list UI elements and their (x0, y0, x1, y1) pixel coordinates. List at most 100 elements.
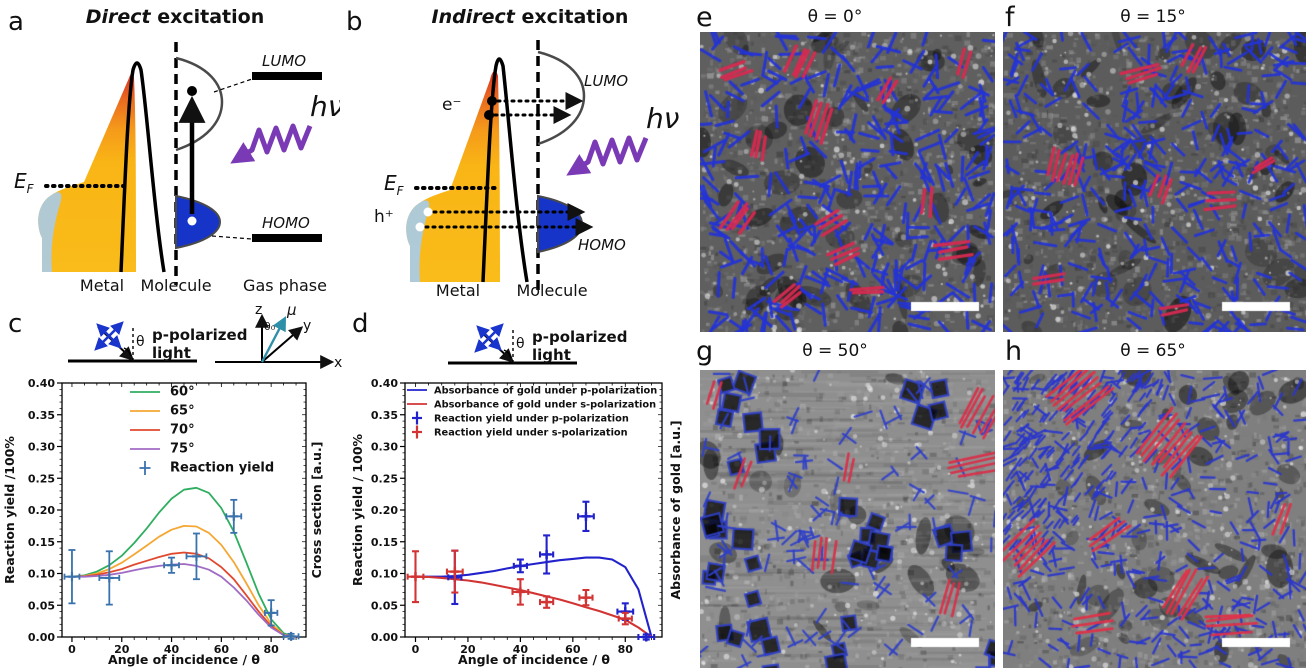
panel-f-letter: f (1005, 2, 1015, 33)
svg-text:0.40: 0.40 (371, 377, 398, 390)
barrier-curve (119, 61, 166, 273)
panel-e-title: θ = 0° (807, 7, 863, 27)
photon-squiggle (230, 123, 313, 164)
metal-electron-distribution (38, 73, 136, 272)
metal-sp-band (406, 200, 430, 282)
svg-text:0.20: 0.20 (371, 504, 398, 517)
incidence-geometry-diagram: θ p-polarized light (68, 321, 247, 363)
svg-text:0.30: 0.30 (28, 441, 55, 454)
polarization-arrows (94, 321, 124, 351)
x-axis-label: x (334, 355, 342, 371)
svg-text:0: 0 (412, 643, 420, 656)
svg-text:60°: 60° (170, 385, 195, 400)
svg-text:0.30: 0.30 (371, 441, 398, 454)
micrograph-theta-0 (700, 32, 995, 332)
svg-text:Angle of incidence / θ: Angle of incidence / θ (108, 652, 260, 667)
svg-text:70°: 70° (170, 423, 195, 438)
svg-text:75°: 75° (170, 442, 195, 457)
mu-label: μ (286, 301, 297, 319)
svg-text:Reaction yield: Reaction yield (170, 461, 274, 476)
metal-label: Metal (436, 281, 480, 300)
panel-c: c θ p-polarized light x z y μ θ₀ 0 20 4 (2, 301, 342, 667)
photon-label: hν (310, 90, 340, 123)
barrier-curve (481, 57, 529, 283)
panel-a-title: Direct excitation (86, 6, 265, 28)
molecule-label: Molecule (140, 276, 211, 295)
svg-text:Absorbance of gold [a.u.]: Absorbance of gold [a.u.] (668, 420, 683, 599)
panel-g-title: θ = 50° (802, 341, 868, 361)
lumo-label: LUMO (584, 72, 628, 90)
hole-dot (187, 216, 197, 226)
micrograph-theta-15 (1003, 32, 1306, 332)
svg-text:40: 40 (513, 643, 529, 656)
lumo-dos-curve (175, 56, 253, 152)
electron-dot (487, 96, 497, 106)
lumo-level-bar (252, 72, 322, 80)
y-axis-label: y (303, 318, 311, 334)
panel-b-title-rest: excitation (515, 6, 629, 28)
theta-label: θ (136, 334, 145, 350)
panel-f-title: θ = 15° (1120, 7, 1186, 27)
lumo-label: LUMO (262, 52, 306, 70)
svg-text:Absorbance of gold under s-pol: Absorbance of gold under s-polarization (434, 400, 656, 411)
panel-b-title: Indirect excitation (432, 6, 629, 28)
incidence-geometry-diagram: θ p-polarized light (448, 323, 627, 365)
electron-dot (484, 110, 494, 120)
panel-d-letter: d (352, 309, 369, 339)
micrograph-theta-65 (1003, 370, 1306, 668)
homo-label: HOMO (578, 236, 626, 254)
panel-g-letter: g (696, 336, 714, 367)
fermi-symbol: E (14, 169, 27, 193)
panel-b-letter: b (346, 7, 363, 37)
svg-text:0.15: 0.15 (28, 536, 55, 549)
svg-text:0.15: 0.15 (371, 536, 398, 549)
svg-text:60: 60 (565, 643, 581, 656)
fermi-symbol: E (384, 171, 397, 195)
svg-text:60: 60 (214, 643, 230, 656)
svg-text:20: 20 (114, 643, 130, 656)
homo-label: HOMO (262, 214, 310, 232)
svg-text:0.25: 0.25 (28, 472, 55, 485)
excitation-arrow (178, 86, 206, 226)
micrograph-theta-50 (700, 370, 995, 668)
fermi-level: EF (14, 169, 132, 196)
theta-label: θ (516, 336, 525, 352)
svg-text:0.00: 0.00 (371, 631, 398, 644)
svg-text:20: 20 (460, 643, 476, 656)
electron-label: e⁻ (442, 95, 461, 115)
svg-text:0: 0 (68, 643, 76, 656)
svg-text:EF: EF (14, 169, 35, 196)
panel-a: a Direct excitation LUMO HOMO hν (8, 6, 340, 295)
metal-sp-band (38, 192, 62, 272)
svg-text:0.00: 0.00 (28, 631, 55, 644)
photon-label: hν (646, 102, 679, 135)
panel-a-title-rest: excitation (151, 6, 265, 28)
svg-text:0.05: 0.05 (371, 599, 398, 612)
fermi-subscript: F (397, 184, 405, 198)
homo-level-bar (252, 234, 322, 242)
svg-text:Cross section [a.u.]: Cross section [a.u.] (309, 442, 324, 579)
lumo-dos-curve (537, 50, 586, 146)
svg-text:Angle of incidence / θ: Angle of incidence / θ (458, 652, 610, 667)
metal-label: Metal (80, 276, 124, 295)
polarization-arrows (474, 323, 504, 353)
electron-dot (187, 86, 197, 96)
panel-e-letter: e (696, 2, 713, 33)
panel-b: b Indirect excitation LUMO HOMO e⁻ hν EF (346, 6, 679, 300)
panel-h-title: θ = 65° (1120, 341, 1186, 361)
svg-text:0.40: 0.40 (28, 377, 55, 390)
p-polarized-label-line2: light (532, 346, 571, 364)
svg-text:Reaction yield under p-polariz: Reaction yield under p-polarization (434, 414, 629, 425)
hole-label: h⁺ (374, 207, 394, 227)
svg-text:Reaction yield /100%: Reaction yield /100% (2, 436, 17, 584)
reaction-yield-vs-angle-chart: 0 20 40 60 80 0.00 0.05 0.10 0.15 0.20 0.25 0.30 0.3… (2, 377, 324, 667)
hole-dot (415, 222, 425, 232)
svg-text:Absorbance of gold under p-pol: Absorbance of gold under p-polarization (434, 386, 657, 397)
metal-electron-distribution (406, 71, 500, 282)
svg-text:0.05: 0.05 (28, 599, 55, 612)
photon-squiggle (566, 135, 649, 176)
molecule-label: Molecule (516, 281, 587, 300)
z-axis-label: z (255, 302, 262, 318)
gas-phase-label: Gas phase (243, 276, 327, 295)
